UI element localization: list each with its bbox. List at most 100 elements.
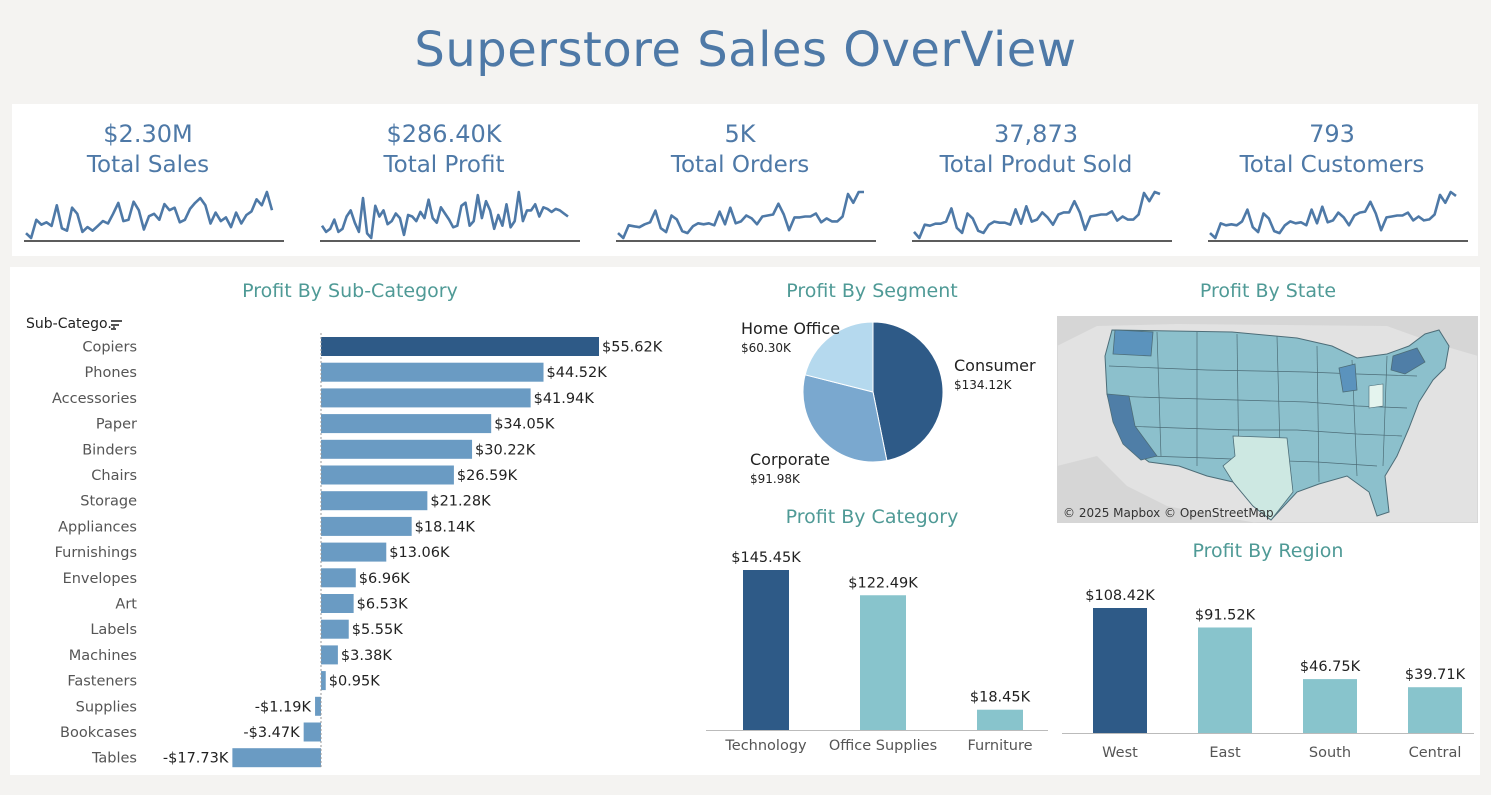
subcategory-bar — [321, 671, 326, 691]
subcategory-bar — [232, 748, 321, 768]
subcategory-value-label: $5.55K — [352, 622, 404, 638]
subcategory-label: Fasteners — [67, 674, 137, 690]
subcategory-value-label: $3.38K — [341, 648, 393, 664]
region-bar — [1093, 608, 1147, 733]
kpi-sparkline — [1208, 190, 1468, 242]
region-category-label: Central — [1409, 745, 1462, 761]
kpi-label: Total Orders — [670, 152, 810, 178]
category-value-label: $145.45K — [731, 550, 801, 566]
subcategory-label: Phones — [85, 365, 137, 381]
category-category-label: Furniture — [967, 738, 1032, 754]
category-category-label: Technology — [724, 738, 807, 754]
subcategory-value-label: $0.95K — [329, 674, 381, 690]
dashboard-title: Superstore Sales OverView — [414, 22, 1077, 78]
category-bar — [977, 709, 1023, 730]
subcategory-value-label: $55.62K — [602, 340, 663, 356]
subcategory-value-label: $6.96K — [359, 571, 411, 587]
kpi-card-total-sales[interactable]: $2.30M Total Sales — [12, 104, 284, 256]
subcategory-value-label: -$17.73K — [163, 751, 229, 767]
sparkline-line — [320, 190, 569, 240]
kpi-value: 793 — [1309, 120, 1355, 148]
state-map[interactable]: © 2025 Mapbox © OpenStreetMap — [1057, 316, 1478, 523]
region-value-label: $39.71K — [1405, 667, 1466, 683]
subcategory-label: Supplies — [76, 699, 137, 715]
subcategory-bar — [315, 696, 321, 716]
charts-panel: Profit By Sub-Category Sub-Catego.. Copi… — [10, 267, 1480, 775]
segment-slice — [802, 374, 888, 463]
subcategory-value-label: $34.05K — [494, 417, 555, 433]
region-category-label: East — [1209, 745, 1241, 761]
subcategory-label: Furnishings — [55, 545, 137, 561]
subcategory-value-label: $30.22K — [475, 442, 536, 458]
sparkline-line — [1209, 190, 1457, 240]
kpi-card-total-customers[interactable]: 793 Total Customers — [1196, 104, 1468, 256]
map-attribution[interactable]: © 2025 Mapbox © OpenStreetMap — [1063, 506, 1274, 520]
segment-value-label: $60.30K — [741, 341, 792, 355]
kpi-sparkline — [912, 190, 1172, 242]
subcategory-bar — [321, 465, 454, 485]
sparkline-line — [617, 190, 864, 240]
subcategory-bar — [321, 542, 387, 562]
subcategory-bar — [321, 388, 531, 408]
subcategory-label: Envelopes — [63, 571, 137, 587]
segment-slice — [804, 321, 874, 393]
region-category-label: West — [1102, 745, 1138, 761]
region-bar-chart: $108.42K West $91.52K East $46.75K South $39.7… — [1062, 588, 1474, 761]
segment-value-label: $91.98K — [750, 472, 801, 486]
subcategory-label: Accessories — [52, 391, 137, 407]
subcategory-bar — [321, 414, 492, 434]
subcategory-label: Bookcases — [60, 725, 137, 741]
segment-label: Consumer — [954, 356, 1036, 375]
kpi-label: Total Profit — [383, 152, 505, 178]
subcategory-label: Chairs — [91, 468, 137, 484]
subcategory-value-label: $18.14K — [415, 519, 476, 535]
region-chart-title: Profit By Region — [1192, 540, 1344, 562]
map-svg — [1057, 316, 1478, 523]
region-category-label: South — [1309, 745, 1351, 761]
kpi-band: $2.30M Total Sales $286.40K Total Profit… — [12, 104, 1478, 256]
subcategory-bar — [321, 645, 338, 665]
subcategory-bar-chart: Copiers $55.62K Phones $44.52K Accessories $4… — [52, 333, 663, 769]
sparkline-line — [913, 190, 1161, 240]
segment-chart-title: Profit By Segment — [786, 280, 958, 302]
category-bar — [743, 570, 789, 730]
region-value-label: $108.42K — [1085, 588, 1155, 604]
sort-icon[interactable] — [111, 320, 122, 330]
subcategory-header[interactable]: Sub-Catego.. — [26, 316, 117, 332]
kpi-label: Total Sales — [86, 152, 210, 178]
category-bar — [860, 595, 906, 730]
subcategory-label: Tables — [91, 751, 137, 767]
kpi-value: $286.40K — [386, 120, 502, 148]
category-value-label: $122.49K — [848, 575, 918, 591]
kpi-card-total-orders[interactable]: 5K Total Orders — [604, 104, 876, 256]
kpi-value: 5K — [724, 120, 756, 148]
kpi-card-total-profit[interactable]: $286.40K Total Profit — [308, 104, 580, 256]
subcategory-bar — [321, 337, 599, 356]
subcategory-label: Copiers — [82, 340, 137, 356]
kpi-sparkline — [616, 190, 876, 242]
subcategory-bar — [321, 568, 356, 588]
region-bar — [1408, 687, 1462, 733]
category-category-label: Office Supplies — [829, 738, 937, 754]
segment-pie-chart: Consumer $134.12K Corporate $91.98K Home Off… — [741, 319, 1036, 486]
subcategory-bar — [321, 619, 349, 639]
state-map-title: Profit By State — [1199, 280, 1337, 302]
kpi-label: Total Customers — [1239, 152, 1425, 178]
category-bar-chart: $145.45K Technology $122.49K Office Supplie… — [706, 550, 1048, 754]
kpi-card-total-product-sold[interactable]: 37,873 Total Produt Sold — [900, 104, 1172, 256]
segment-label: Corporate — [750, 450, 830, 469]
segment-value-label: $134.12K — [954, 378, 1013, 392]
region-value-label: $46.75K — [1300, 659, 1361, 675]
subcategory-value-label: $26.59K — [457, 468, 518, 484]
subcategory-label: Binders — [82, 442, 137, 458]
subcategory-label: Storage — [80, 494, 137, 510]
kpi-value: 37,873 — [994, 120, 1078, 148]
subcategory-bar — [303, 722, 321, 742]
subcategory-chart-title: Profit By Sub-Category — [242, 280, 458, 302]
segment-slice — [872, 321, 944, 462]
kpi-sparkline — [24, 190, 284, 242]
subcategory-label: Appliances — [58, 519, 137, 535]
subcategory-bar — [321, 439, 473, 459]
subcategory-value-label: $6.53K — [357, 597, 409, 613]
region-value-label: $91.52K — [1195, 607, 1256, 623]
